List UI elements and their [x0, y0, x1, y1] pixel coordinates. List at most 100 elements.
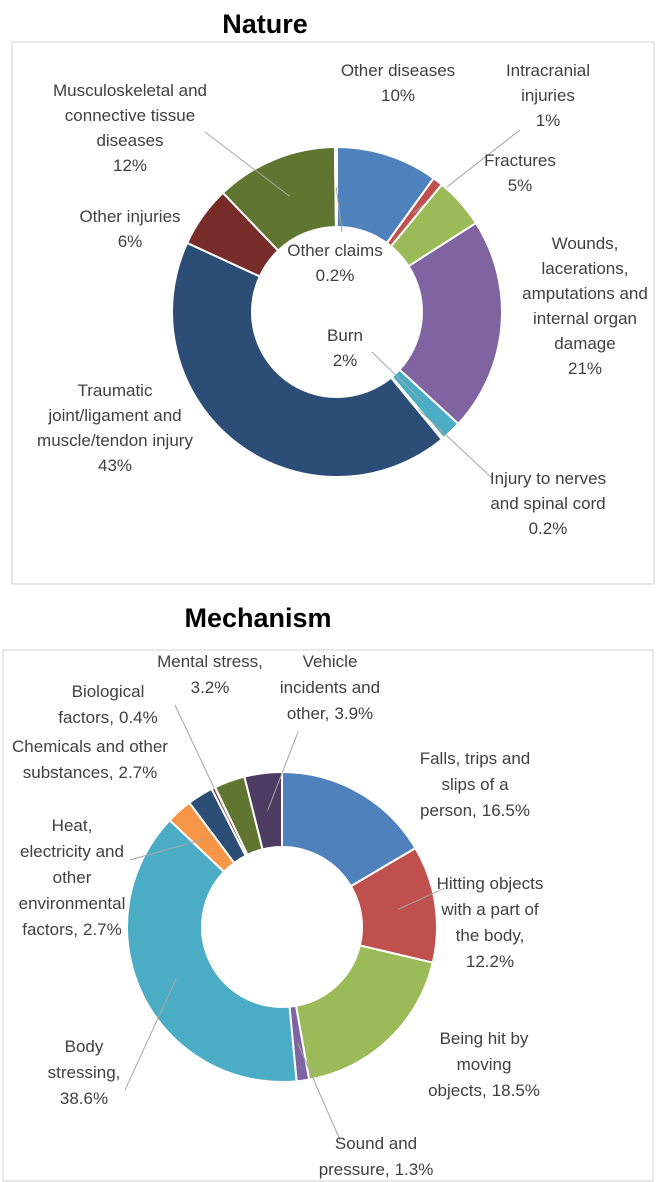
value-label: 0.2% — [529, 519, 568, 538]
category-label: Falls, trips and slips of a person, — [420, 749, 531, 820]
donut-slice — [294, 944, 435, 1081]
data-label: Burn 2% — [327, 326, 363, 370]
label-line: substances, — [23, 763, 114, 782]
label-line: diseases — [96, 131, 163, 150]
data-label: Body stressing, 38.6% — [48, 1037, 121, 1108]
leader-line — [335, 186, 343, 233]
data-label: Musculoskeletal and connective tissue dise… — [53, 81, 207, 175]
label-line: electricity and — [20, 842, 124, 861]
category-label: Wounds, lacerations, amputations and intern… — [522, 234, 648, 353]
category-label: Other injuries — [79, 207, 180, 226]
category-label: Traumatic joint/ligament and muscle/tendon… — [37, 381, 193, 450]
category-label: Other diseases — [341, 61, 455, 80]
leader-line — [129, 838, 205, 861]
data-label: Other diseases 10% — [341, 61, 455, 105]
label-line: Wounds, — [552, 234, 619, 253]
data-label: Injury to nerves and spinal cord 0.2% — [490, 469, 606, 538]
value-label: 10% — [381, 86, 415, 105]
category-label: Chemicals and other substances, — [12, 737, 168, 782]
label-line: Biological — [72, 682, 145, 701]
value-label: 2.7% — [118, 763, 157, 782]
leader-line — [371, 351, 424, 403]
donut-slice — [333, 145, 338, 229]
category-label: Injury to nerves and spinal cord — [490, 469, 606, 513]
label-line: Chemicals and other — [12, 737, 168, 756]
category-label: Vehicle incidents and other, — [280, 652, 380, 723]
category-label: Intracranial injuries — [506, 61, 590, 105]
label-line: injuries — [521, 86, 575, 105]
label-line: muscle/tendon injury — [37, 431, 193, 450]
category-label: Biological factors, — [58, 682, 144, 727]
data-label: Being hit by moving objects, 18.5% — [428, 1029, 540, 1100]
value-label: 12% — [113, 156, 147, 175]
data-label: Hitting objects with a part of the body, 12… — [437, 874, 544, 971]
donut-slice — [171, 241, 444, 478]
label-line: other — [53, 868, 92, 887]
label-line: Mental stress, — [157, 652, 263, 671]
data-label: Mental stress, 3.2% — [157, 652, 263, 697]
label-line: Vehicle — [303, 652, 358, 671]
label-line: and spinal cord — [490, 494, 605, 513]
data-label: Other claims 0.2% — [287, 241, 382, 285]
label-line: amputations and — [522, 284, 648, 303]
label-line: Heat, — [52, 816, 93, 835]
chart-title: Nature — [222, 9, 308, 39]
label-line: slips of a — [441, 775, 509, 794]
label-line: Falls, trips and — [420, 749, 531, 768]
data-label: Intracranial injuries 1% — [506, 61, 590, 130]
label-line: with a part of — [440, 900, 539, 919]
label-line: Burn — [327, 326, 363, 345]
data-label: Traumatic joint/ligament and muscle/tendon… — [37, 381, 193, 475]
value-label: 2% — [333, 351, 358, 370]
category-label: Burn — [327, 326, 363, 345]
label-line: damage — [554, 334, 615, 353]
data-label: Fractures 5% — [484, 151, 556, 195]
label-line: Other diseases — [341, 61, 455, 80]
label-line: Fractures — [484, 151, 556, 170]
label-line: Sound and — [335, 1134, 417, 1153]
value-label: 21% — [568, 359, 602, 378]
donut-slice — [398, 221, 503, 426]
label-line: Traumatic — [78, 381, 153, 400]
category-label: Other claims — [287, 241, 382, 260]
value-label: 43% — [98, 456, 132, 475]
data-label: Falls, trips and slips of a person, 16.5% — [420, 749, 531, 820]
category-label: Body stressing, — [48, 1037, 121, 1082]
value-label: 6% — [118, 232, 143, 251]
label-line: connective tissue — [65, 106, 195, 125]
value-label: 3.9% — [334, 704, 373, 723]
value-label: 0.4% — [119, 708, 158, 727]
label-line: the body, — [456, 926, 525, 945]
mechanism-frame — [2, 649, 654, 1182]
label-line: factors, — [58, 708, 114, 727]
data-label: Vehicle incidents and other, 3.9% — [280, 652, 380, 723]
label-line: moving — [457, 1055, 512, 1074]
data-label: Wounds, lacerations, amputations and intern… — [522, 234, 648, 378]
category-label: Heat, electricity and other environmental fa… — [19, 816, 126, 939]
category-label: Fractures — [484, 151, 556, 170]
value-label: 2.7% — [83, 920, 122, 939]
label-line: factors, — [22, 920, 78, 939]
leader-line — [267, 731, 299, 811]
value-label: 16.5% — [482, 801, 530, 820]
donut-slice — [126, 818, 298, 1083]
label-line: incidents and — [280, 678, 380, 697]
chart-title: Mechanism — [184, 603, 331, 633]
leader-line — [297, 1043, 341, 1141]
label-line: other, — [287, 704, 330, 723]
category-label: Musculoskeletal and connective tissue dise… — [53, 81, 207, 150]
data-label: Biological factors, 0.4% — [58, 682, 158, 727]
value-label: 3.2% — [191, 678, 230, 697]
value-label: 1.3% — [395, 1160, 434, 1179]
category-label: Sound and pressure, — [319, 1134, 417, 1179]
value-label: 1% — [536, 111, 561, 130]
label-line: person, — [420, 801, 477, 820]
label-line: Injury to nerves — [490, 469, 606, 488]
value-label: 0.2% — [316, 266, 355, 285]
label-line: objects, — [428, 1081, 487, 1100]
value-label: 38.6% — [60, 1089, 108, 1108]
value-label: 18.5% — [492, 1081, 540, 1100]
label-line: Being hit by — [440, 1029, 529, 1048]
leader-line — [204, 131, 291, 197]
